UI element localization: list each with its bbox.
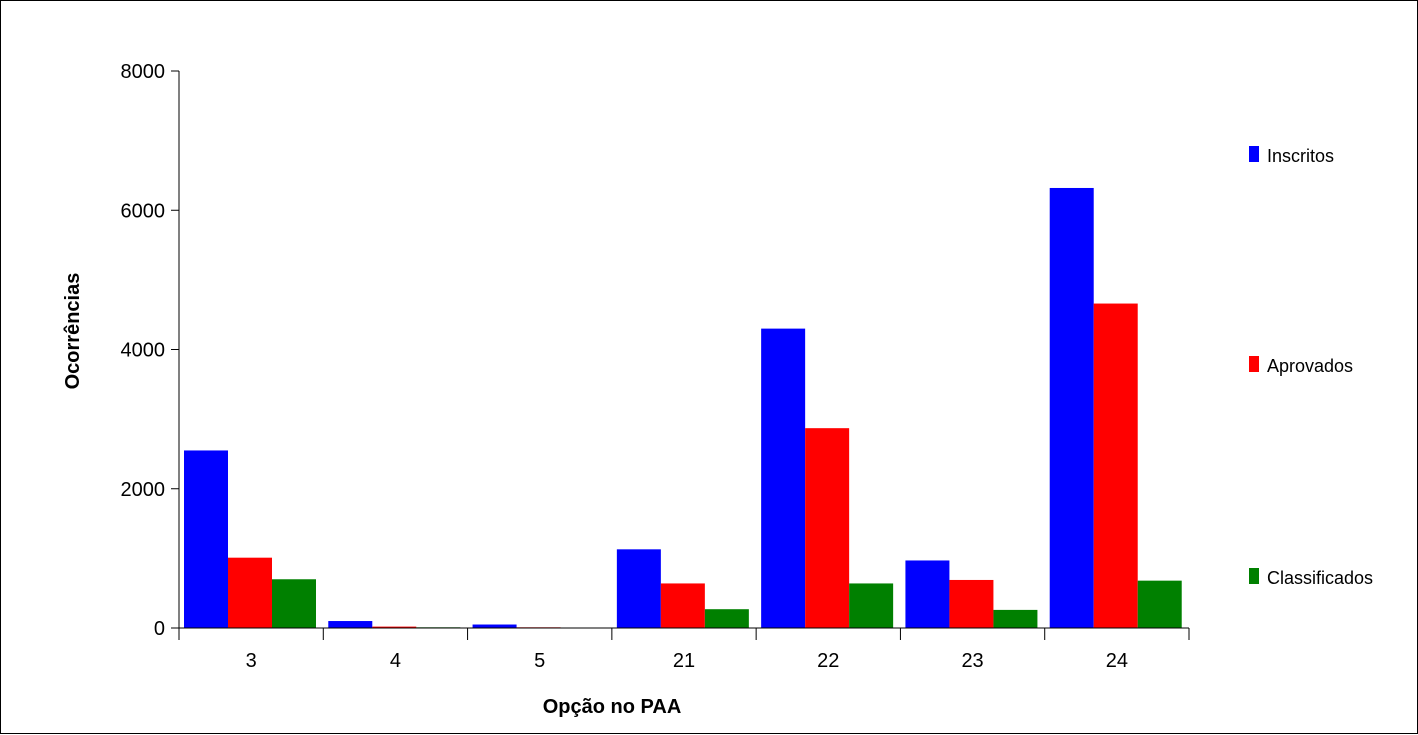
- bar-inscritos-5: [472, 624, 517, 628]
- bar-aprovados-22: [805, 428, 850, 628]
- bar-inscritos-22: [761, 328, 806, 628]
- x-tick-label-21: 21: [673, 650, 695, 672]
- y-tick-label-0: 0: [154, 618, 165, 640]
- bar-aprovados-4: [372, 626, 417, 628]
- x-tick-label-24: 24: [1106, 650, 1128, 672]
- legend-label-classificados: Classificados: [1267, 568, 1373, 588]
- x-tick-label-4: 4: [390, 650, 401, 672]
- y-tick-label-2000: 2000: [121, 479, 166, 501]
- bar-inscritos-23: [905, 560, 950, 628]
- bar-inscritos-24: [1049, 187, 1094, 628]
- bar-classificados-22: [849, 583, 894, 628]
- y-axis-title: Ocorrências: [62, 273, 84, 390]
- axes-layer: 0 2000 4000 6000 8000 3 4 5 21 22 23 24: [121, 61, 1190, 672]
- x-tick-label-5: 5: [534, 650, 545, 672]
- bar-inscritos-21: [616, 549, 661, 628]
- legend-swatch-inscritos: [1249, 146, 1259, 162]
- bar-aprovados-23: [949, 579, 994, 628]
- x-tick-label-3: 3: [246, 650, 257, 672]
- x-tick-label-22: 22: [817, 650, 839, 672]
- bar-classificados-21: [704, 609, 749, 628]
- y-tick-label-4000: 4000: [121, 340, 166, 362]
- bar-aprovados-24: [1093, 303, 1138, 628]
- bar-aprovados-3: [228, 557, 272, 628]
- y-tick-label-6000: 6000: [121, 200, 166, 222]
- bar-inscritos-4: [328, 621, 373, 628]
- bar-classificados-23: [993, 609, 1038, 628]
- x-axis-title: Opção no PAA: [543, 696, 682, 718]
- bar-inscritos-3: [184, 450, 228, 628]
- legend-label-aprovados: Aprovados: [1267, 356, 1353, 376]
- bar-aprovados-21: [660, 583, 705, 628]
- legend: Inscritos Aprovados Classificados: [1249, 146, 1373, 588]
- legend-label-inscritos: Inscritos: [1267, 146, 1334, 166]
- bar-classificados-3: [272, 579, 316, 628]
- bar-classificados-24: [1137, 580, 1182, 628]
- legend-swatch-classificados: [1249, 568, 1259, 584]
- bars-layer: [184, 187, 1182, 628]
- x-tick-label-23: 23: [961, 650, 983, 672]
- y-tick-label-8000: 8000: [121, 61, 166, 83]
- legend-swatch-aprovados: [1249, 356, 1259, 372]
